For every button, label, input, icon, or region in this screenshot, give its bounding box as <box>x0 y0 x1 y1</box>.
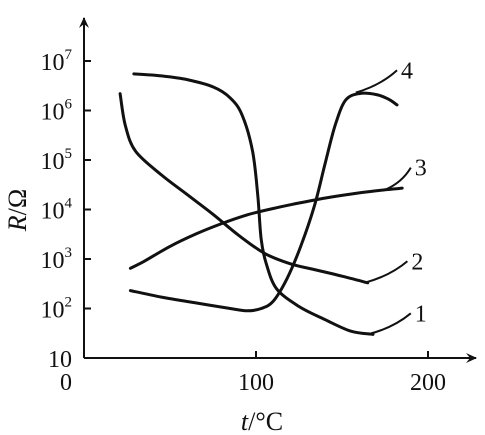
y-tick-label-2: 103 <box>41 245 73 274</box>
curves <box>118 69 412 336</box>
curve-4 <box>128 91 399 313</box>
curve-1 <box>132 72 375 336</box>
x-axis-label: t/°C <box>241 407 283 435</box>
curve-3-leader <box>384 167 412 191</box>
tick-labels: 0 100 200 10 102 103 104 105 106 107 1 2 3 4 <box>41 47 447 396</box>
curve-label-2: 2 <box>411 249 423 275</box>
curve-1-leader <box>367 312 412 336</box>
y-tick-label-0: 10 <box>48 347 72 373</box>
y-tick-label-1: 102 <box>41 295 73 324</box>
y-tick-label-6: 107 <box>41 47 73 76</box>
tick-marks <box>84 60 429 358</box>
y-tick-label-3: 104 <box>41 196 73 225</box>
y-tick-label-4: 105 <box>41 146 73 175</box>
curve-label-4: 4 <box>401 58 413 84</box>
x-tick-label-2: 200 <box>410 370 446 396</box>
curve-label-1: 1 <box>415 301 427 327</box>
x-tick-label-0: 0 <box>60 370 72 396</box>
curve-label-3: 3 <box>415 156 427 182</box>
y-tick-label-5: 106 <box>41 97 73 126</box>
x-tick-label-1: 100 <box>238 370 274 396</box>
curve-3 <box>128 186 404 270</box>
curve-4-leader <box>355 69 398 94</box>
curve-2-leader <box>364 260 409 284</box>
curve-2 <box>118 92 370 285</box>
y-axis-label: R/Ω <box>3 189 32 232</box>
